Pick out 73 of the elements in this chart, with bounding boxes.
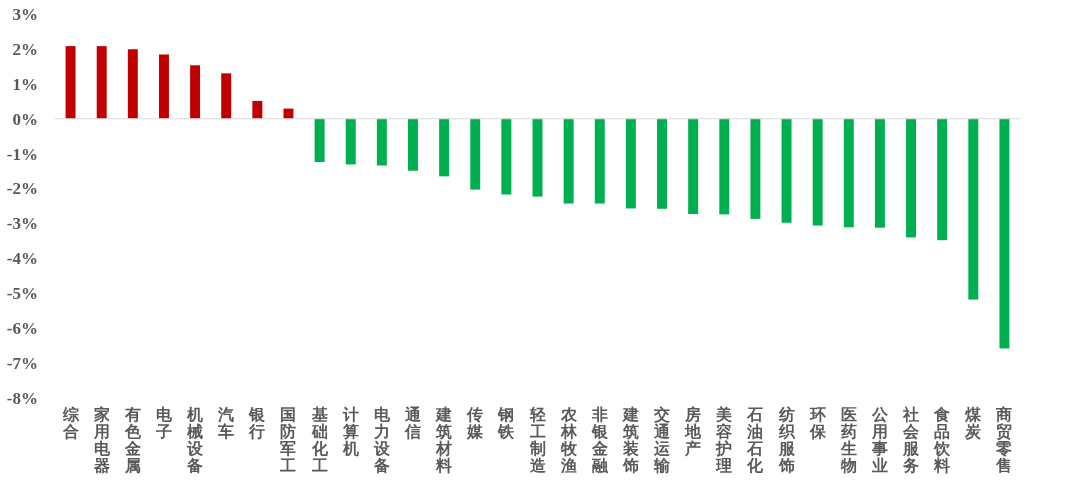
x-tick-label: 家用电器 xyxy=(92,405,111,474)
x-tick-label: 石油石化 xyxy=(746,406,765,474)
x-tick-label: 电力设备 xyxy=(372,406,391,474)
bar xyxy=(657,118,667,209)
bar xyxy=(65,46,76,119)
x-tick-label: 煤炭 xyxy=(964,406,983,440)
x-tick-label: 社会服务 xyxy=(902,406,921,474)
bar xyxy=(750,118,761,219)
bar xyxy=(190,65,201,119)
x-tick-label: 银行 xyxy=(248,406,267,440)
bar xyxy=(532,118,543,197)
bar xyxy=(812,118,823,226)
y-tick-label: -6% xyxy=(6,319,38,339)
y-tick-label: 1% xyxy=(12,74,38,94)
x-tick-label: 通信 xyxy=(403,406,422,440)
y-tick-label: -1% xyxy=(6,144,38,164)
bar xyxy=(968,118,979,300)
y-tick-label: 0% xyxy=(12,109,38,129)
x-tick-label: 传媒 xyxy=(466,406,485,440)
x-tick-label: 国防军工 xyxy=(279,406,297,474)
bar xyxy=(439,118,450,177)
y-tick-label: -3% xyxy=(6,214,38,234)
x-tick-label: 商贸零售 xyxy=(995,406,1013,474)
bar xyxy=(999,118,1010,349)
x-tick-label: 食品饮料 xyxy=(933,406,952,474)
bar xyxy=(408,118,418,171)
y-tick-label: -5% xyxy=(6,284,38,304)
y-tick-label: -4% xyxy=(6,249,38,269)
x-tick-label: 综合 xyxy=(61,406,80,440)
bar xyxy=(563,118,574,204)
bar xyxy=(594,118,605,204)
bar xyxy=(314,118,325,163)
bar xyxy=(501,118,512,195)
bar xyxy=(906,118,917,238)
x-tick-label: 医药生物 xyxy=(839,406,857,474)
x-tick-label: 电子 xyxy=(154,406,173,440)
x-tick-label: 美容护理 xyxy=(715,405,733,474)
bar xyxy=(252,100,263,119)
x-tick-label: 钢铁 xyxy=(497,406,516,440)
y-tick-label: -8% xyxy=(6,388,38,408)
x-tick-label: 交通运输 xyxy=(653,405,672,474)
y-tick-label: 2% xyxy=(12,39,38,59)
x-tick-label: 农林牧渔 xyxy=(559,406,578,474)
x-tick-label: 建筑装饰 xyxy=(620,406,639,474)
x-tick-label: 房地产 xyxy=(684,405,703,457)
x-tick-label: 基础化工 xyxy=(310,406,329,474)
bar xyxy=(625,118,636,209)
x-tick-label: 有色金属 xyxy=(123,406,142,474)
bar xyxy=(874,118,885,228)
bar xyxy=(688,118,699,215)
bar xyxy=(719,118,730,215)
y-tick-label: -2% xyxy=(6,179,38,199)
x-tick-label: 纺织服饰 xyxy=(777,406,796,474)
bar xyxy=(221,73,232,119)
bar xyxy=(158,54,169,119)
x-tick-label: 环保 xyxy=(808,406,827,440)
bar xyxy=(345,118,356,165)
bar xyxy=(127,49,138,119)
x-tick-label: 汽车 xyxy=(217,406,235,440)
bar xyxy=(470,118,481,190)
bar xyxy=(937,118,948,241)
x-tick-label: 机械设备 xyxy=(186,406,205,474)
x-tick-label: 建筑材料 xyxy=(434,406,453,474)
y-tick-label: -7% xyxy=(6,354,38,374)
bar xyxy=(843,118,854,228)
bar xyxy=(781,118,792,223)
y-tick-label: 3% xyxy=(12,4,38,24)
x-tick-label: 轻工制造 xyxy=(528,406,547,474)
x-tick-label: 公用事业 xyxy=(870,406,889,474)
bar xyxy=(376,118,387,166)
x-tick-label: 计算机 xyxy=(341,406,359,457)
x-tick-label: 非银金融 xyxy=(590,406,609,474)
bar xyxy=(96,46,107,119)
